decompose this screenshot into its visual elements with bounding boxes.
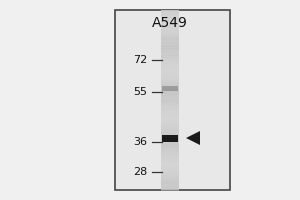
- Bar: [161, 181, 179, 184]
- Bar: [161, 60, 179, 62]
- Bar: [161, 98, 179, 100]
- Bar: [161, 66, 179, 69]
- Polygon shape: [186, 131, 200, 145]
- Bar: [161, 154, 179, 157]
- Bar: [161, 129, 179, 132]
- Bar: [161, 46, 179, 49]
- Bar: [161, 50, 179, 53]
- Bar: [161, 10, 179, 13]
- Text: A549: A549: [152, 16, 188, 30]
- Text: 36: 36: [133, 137, 147, 147]
- Bar: [161, 57, 179, 60]
- Bar: [161, 17, 179, 20]
- Bar: [161, 77, 179, 80]
- Bar: [161, 15, 179, 17]
- Bar: [161, 118, 179, 121]
- Bar: [161, 28, 179, 31]
- Bar: [161, 44, 179, 46]
- Bar: [161, 183, 179, 186]
- Bar: [161, 140, 179, 143]
- Bar: [161, 147, 179, 150]
- Bar: [161, 48, 179, 51]
- Bar: [161, 39, 179, 42]
- Bar: [161, 172, 179, 175]
- Bar: [161, 143, 179, 146]
- Bar: [161, 116, 179, 118]
- Bar: [161, 165, 179, 168]
- Bar: [161, 104, 179, 107]
- Bar: [161, 86, 179, 89]
- Bar: [161, 23, 179, 26]
- Bar: [161, 120, 179, 123]
- Bar: [161, 138, 179, 141]
- Bar: [161, 93, 179, 96]
- Bar: [161, 174, 179, 177]
- Bar: [161, 127, 179, 130]
- Bar: [162, 86, 178, 90]
- Bar: [161, 32, 179, 35]
- Bar: [161, 37, 179, 40]
- Bar: [161, 168, 179, 170]
- Bar: [161, 73, 179, 76]
- Bar: [161, 114, 179, 116]
- Bar: [161, 42, 179, 44]
- Bar: [161, 84, 179, 87]
- Bar: [115, 10, 230, 190]
- Bar: [161, 150, 179, 152]
- Bar: [161, 53, 179, 55]
- Bar: [161, 35, 179, 38]
- Bar: [161, 30, 179, 33]
- Bar: [161, 26, 179, 28]
- Bar: [161, 132, 179, 134]
- Bar: [161, 82, 179, 85]
- Text: 72: 72: [133, 55, 147, 65]
- Bar: [161, 10, 179, 190]
- Bar: [161, 145, 179, 148]
- Bar: [161, 89, 179, 92]
- Bar: [161, 102, 179, 105]
- Bar: [161, 71, 179, 73]
- Bar: [161, 179, 179, 182]
- Bar: [161, 12, 179, 15]
- Bar: [161, 152, 179, 154]
- Bar: [161, 75, 179, 78]
- Bar: [161, 55, 179, 58]
- Text: 55: 55: [133, 87, 147, 97]
- Bar: [161, 188, 179, 190]
- Bar: [161, 107, 179, 110]
- Bar: [161, 176, 179, 179]
- Bar: [161, 91, 179, 94]
- Bar: [161, 158, 179, 161]
- Bar: [161, 186, 179, 188]
- Bar: [161, 125, 179, 128]
- Bar: [161, 109, 179, 112]
- Bar: [161, 19, 179, 22]
- Bar: [161, 136, 179, 139]
- Bar: [161, 163, 179, 166]
- Bar: [161, 62, 179, 64]
- Text: 28: 28: [133, 167, 147, 177]
- Bar: [161, 156, 179, 159]
- Bar: [162, 134, 178, 142]
- Bar: [161, 111, 179, 114]
- Bar: [161, 21, 179, 24]
- Bar: [161, 170, 179, 172]
- Bar: [161, 100, 179, 103]
- Bar: [161, 64, 179, 67]
- Bar: [161, 161, 179, 164]
- Bar: [161, 80, 179, 82]
- Bar: [161, 68, 179, 71]
- Bar: [161, 122, 179, 125]
- Bar: [161, 96, 179, 98]
- Bar: [161, 134, 179, 136]
